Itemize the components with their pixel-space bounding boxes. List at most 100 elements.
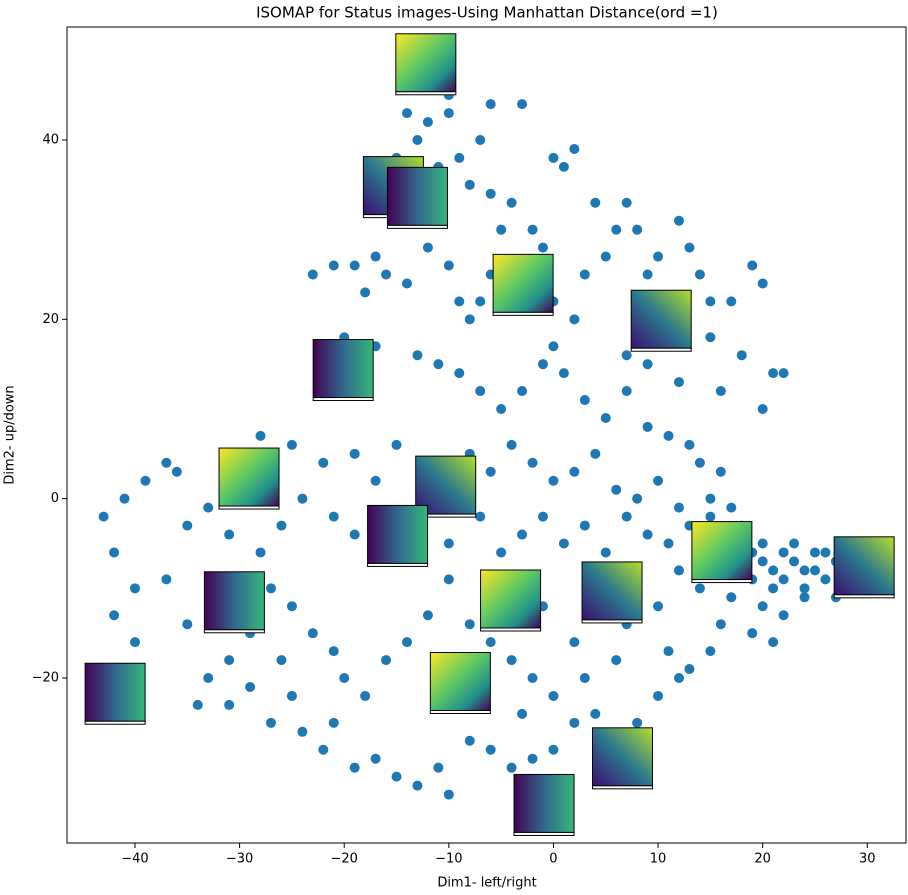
y-tick-label: −20: [32, 671, 59, 686]
point: [621, 197, 632, 208]
point: [286, 601, 297, 612]
thumbnail-frame: [833, 594, 895, 599]
point: [621, 386, 632, 397]
point: [475, 134, 486, 145]
point: [203, 502, 214, 513]
thumbnail-frame: [492, 311, 554, 316]
point: [705, 493, 716, 504]
point: [433, 762, 444, 773]
point: [129, 637, 140, 648]
point: [715, 619, 726, 630]
point: [433, 359, 444, 370]
point: [224, 699, 235, 710]
thumbnail-frame: [429, 709, 491, 714]
point: [245, 681, 256, 692]
point: [255, 547, 266, 558]
point: [224, 529, 235, 540]
point: [600, 251, 611, 262]
point: [673, 215, 684, 226]
thumbnail-frame: [395, 91, 457, 96]
chart-title: ISOMAP for Status images-Using Manhattan…: [256, 4, 718, 22]
point: [485, 188, 496, 199]
point: [412, 134, 423, 145]
point: [569, 637, 580, 648]
point: [422, 117, 433, 128]
point: [747, 260, 758, 271]
point: [548, 341, 559, 352]
point: [799, 565, 810, 576]
point: [621, 511, 632, 522]
point: [684, 439, 695, 450]
point: [443, 574, 454, 585]
point: [485, 637, 496, 648]
point: [579, 395, 590, 406]
point: [768, 583, 779, 594]
point: [297, 726, 308, 737]
face-thumbnail: [591, 727, 653, 787]
point: [768, 368, 779, 379]
point: [318, 457, 329, 468]
thumbnail-frame: [591, 785, 653, 790]
face-thumbnail: [492, 253, 554, 313]
point: [642, 421, 653, 432]
thumbnail-frame: [218, 505, 280, 510]
thumbnail-frame: [312, 397, 374, 402]
point: [182, 619, 193, 630]
point: [161, 457, 172, 468]
point: [820, 547, 831, 558]
point: [726, 592, 737, 603]
point: [485, 99, 496, 110]
point: [517, 529, 528, 540]
point: [789, 538, 800, 549]
thumbnail-frame: [367, 562, 429, 567]
point: [171, 466, 182, 477]
x-tick-label: 30: [859, 852, 876, 867]
point: [663, 430, 674, 441]
point: [778, 610, 789, 621]
point: [203, 673, 214, 684]
point: [182, 520, 193, 531]
face-thumbnail: [833, 536, 895, 596]
thumbnail-frame: [581, 619, 643, 624]
point: [590, 448, 601, 459]
thumbnail-frame: [513, 831, 575, 836]
point: [98, 511, 109, 522]
point: [673, 502, 684, 513]
face-thumbnail: [630, 289, 692, 349]
point: [653, 601, 664, 612]
point: [820, 574, 831, 585]
point: [506, 655, 517, 666]
point: [590, 197, 601, 208]
point: [757, 538, 768, 549]
y-tick-label: 20: [42, 312, 59, 327]
point: [590, 708, 601, 719]
point: [506, 439, 517, 450]
point: [663, 538, 674, 549]
face-thumbnail: [415, 455, 477, 515]
thumbnail-frame: [691, 579, 753, 584]
point: [370, 475, 381, 486]
x-tick-label: −40: [121, 852, 148, 867]
point: [537, 359, 548, 370]
point: [621, 350, 632, 361]
point: [276, 655, 287, 666]
point: [673, 673, 684, 684]
face-thumbnail: [429, 651, 491, 711]
point: [778, 574, 789, 585]
point: [349, 260, 360, 271]
point: [600, 412, 611, 423]
point: [632, 224, 643, 235]
face-thumbnail: [84, 662, 146, 722]
face-thumbnail: [203, 571, 265, 631]
point: [548, 690, 559, 701]
point: [192, 699, 203, 710]
point: [506, 762, 517, 773]
face-thumbnail: [581, 561, 643, 621]
point: [527, 457, 538, 468]
point: [464, 735, 475, 746]
point: [768, 565, 779, 576]
point: [527, 753, 538, 764]
point: [757, 403, 768, 414]
x-tick-label: 10: [650, 852, 667, 867]
